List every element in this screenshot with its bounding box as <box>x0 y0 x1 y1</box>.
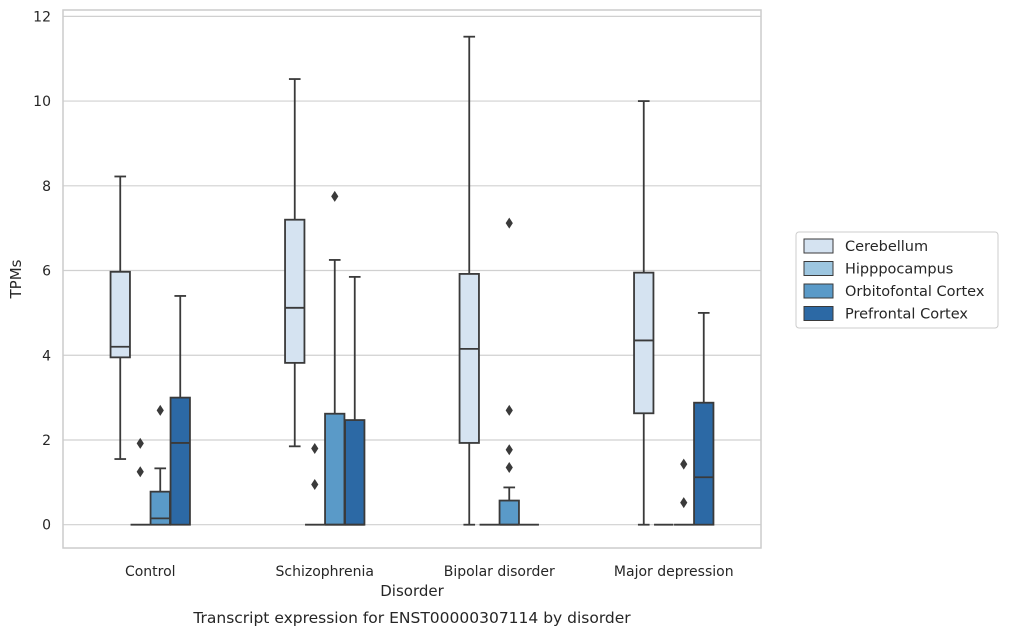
box-body <box>344 419 366 526</box>
x-axis-label: Disorder <box>380 582 444 600</box>
box-group <box>498 217 520 526</box>
box-body <box>458 273 480 444</box>
box-body <box>284 218 306 364</box>
y-tick-label: 6 <box>42 264 51 280</box>
y-tick-label: 8 <box>42 179 51 195</box>
outlier-point <box>136 437 144 449</box>
y-tick-label: 2 <box>42 433 51 449</box>
x-tick-label: Bipolar disorder <box>444 564 555 580</box>
y-tick-label: 4 <box>42 348 51 364</box>
legend: Cerebellum Hipppocampus Orbitofontal Corte… <box>795 231 999 329</box>
legend-swatch <box>803 261 834 276</box>
y-tick-label: 10 <box>33 94 51 110</box>
box-group <box>149 404 171 526</box>
box-group <box>633 100 655 526</box>
box-group <box>674 458 694 526</box>
outlier-point <box>311 442 319 454</box>
box-group <box>458 35 480 526</box>
outlier-point <box>680 497 688 509</box>
outlier-point <box>311 478 319 490</box>
legend-swatch <box>803 283 834 299</box>
box-group <box>324 190 346 526</box>
outlier-point <box>505 404 513 416</box>
box-group <box>130 437 150 526</box>
box-body <box>109 270 131 359</box>
x-tick-label: Schizophrenia <box>276 564 374 580</box>
figure-caption: Transcript expression for ENST0000030711… <box>192 609 631 627</box>
grid-lines <box>63 15 761 526</box>
legend-label: Orbitofontal Cortex <box>845 284 985 300</box>
x-tick-label: Control <box>125 564 176 580</box>
y-tick-label: 12 <box>33 9 51 25</box>
legend-swatch <box>803 306 834 321</box>
x-tick-label: Major depression <box>614 564 734 580</box>
outlier-point <box>505 462 513 474</box>
outlier-point <box>136 466 144 478</box>
box-group <box>305 442 325 526</box>
box-body <box>693 401 715 526</box>
legend-label: Prefrontal Cortex <box>845 307 968 323</box>
box-marks <box>109 35 715 526</box>
box-group <box>344 275 366 526</box>
box-group <box>284 78 306 448</box>
box-body <box>169 396 191 526</box>
legend-label: Cerebellum <box>845 239 928 255</box>
x-tick-labels: Control Schizophrenia Bipolar disorder Majo… <box>125 564 734 580</box>
legend-frame <box>795 231 999 329</box>
plot-area-frame <box>62 9 762 549</box>
box-group <box>109 175 131 460</box>
outlier-point <box>505 444 513 456</box>
box-body <box>498 499 520 526</box>
box-body <box>633 271 655 415</box>
y-axis-label: TPMs <box>7 259 25 299</box>
outlier-point <box>680 458 688 470</box>
legend-label: Hipppocampus <box>845 262 953 278</box>
box-group <box>169 295 191 526</box>
outlier-point <box>505 217 513 229</box>
outlier-point <box>156 404 164 416</box>
box-group <box>693 311 715 526</box>
outlier-point <box>331 190 339 202</box>
y-tick-label: 0 <box>42 518 51 534</box>
legend-swatch <box>803 238 834 254</box>
box-body <box>149 490 171 526</box>
box-body <box>324 412 346 526</box>
y-tick-labels: 0 2 4 6 8 10 12 <box>33 9 51 533</box>
